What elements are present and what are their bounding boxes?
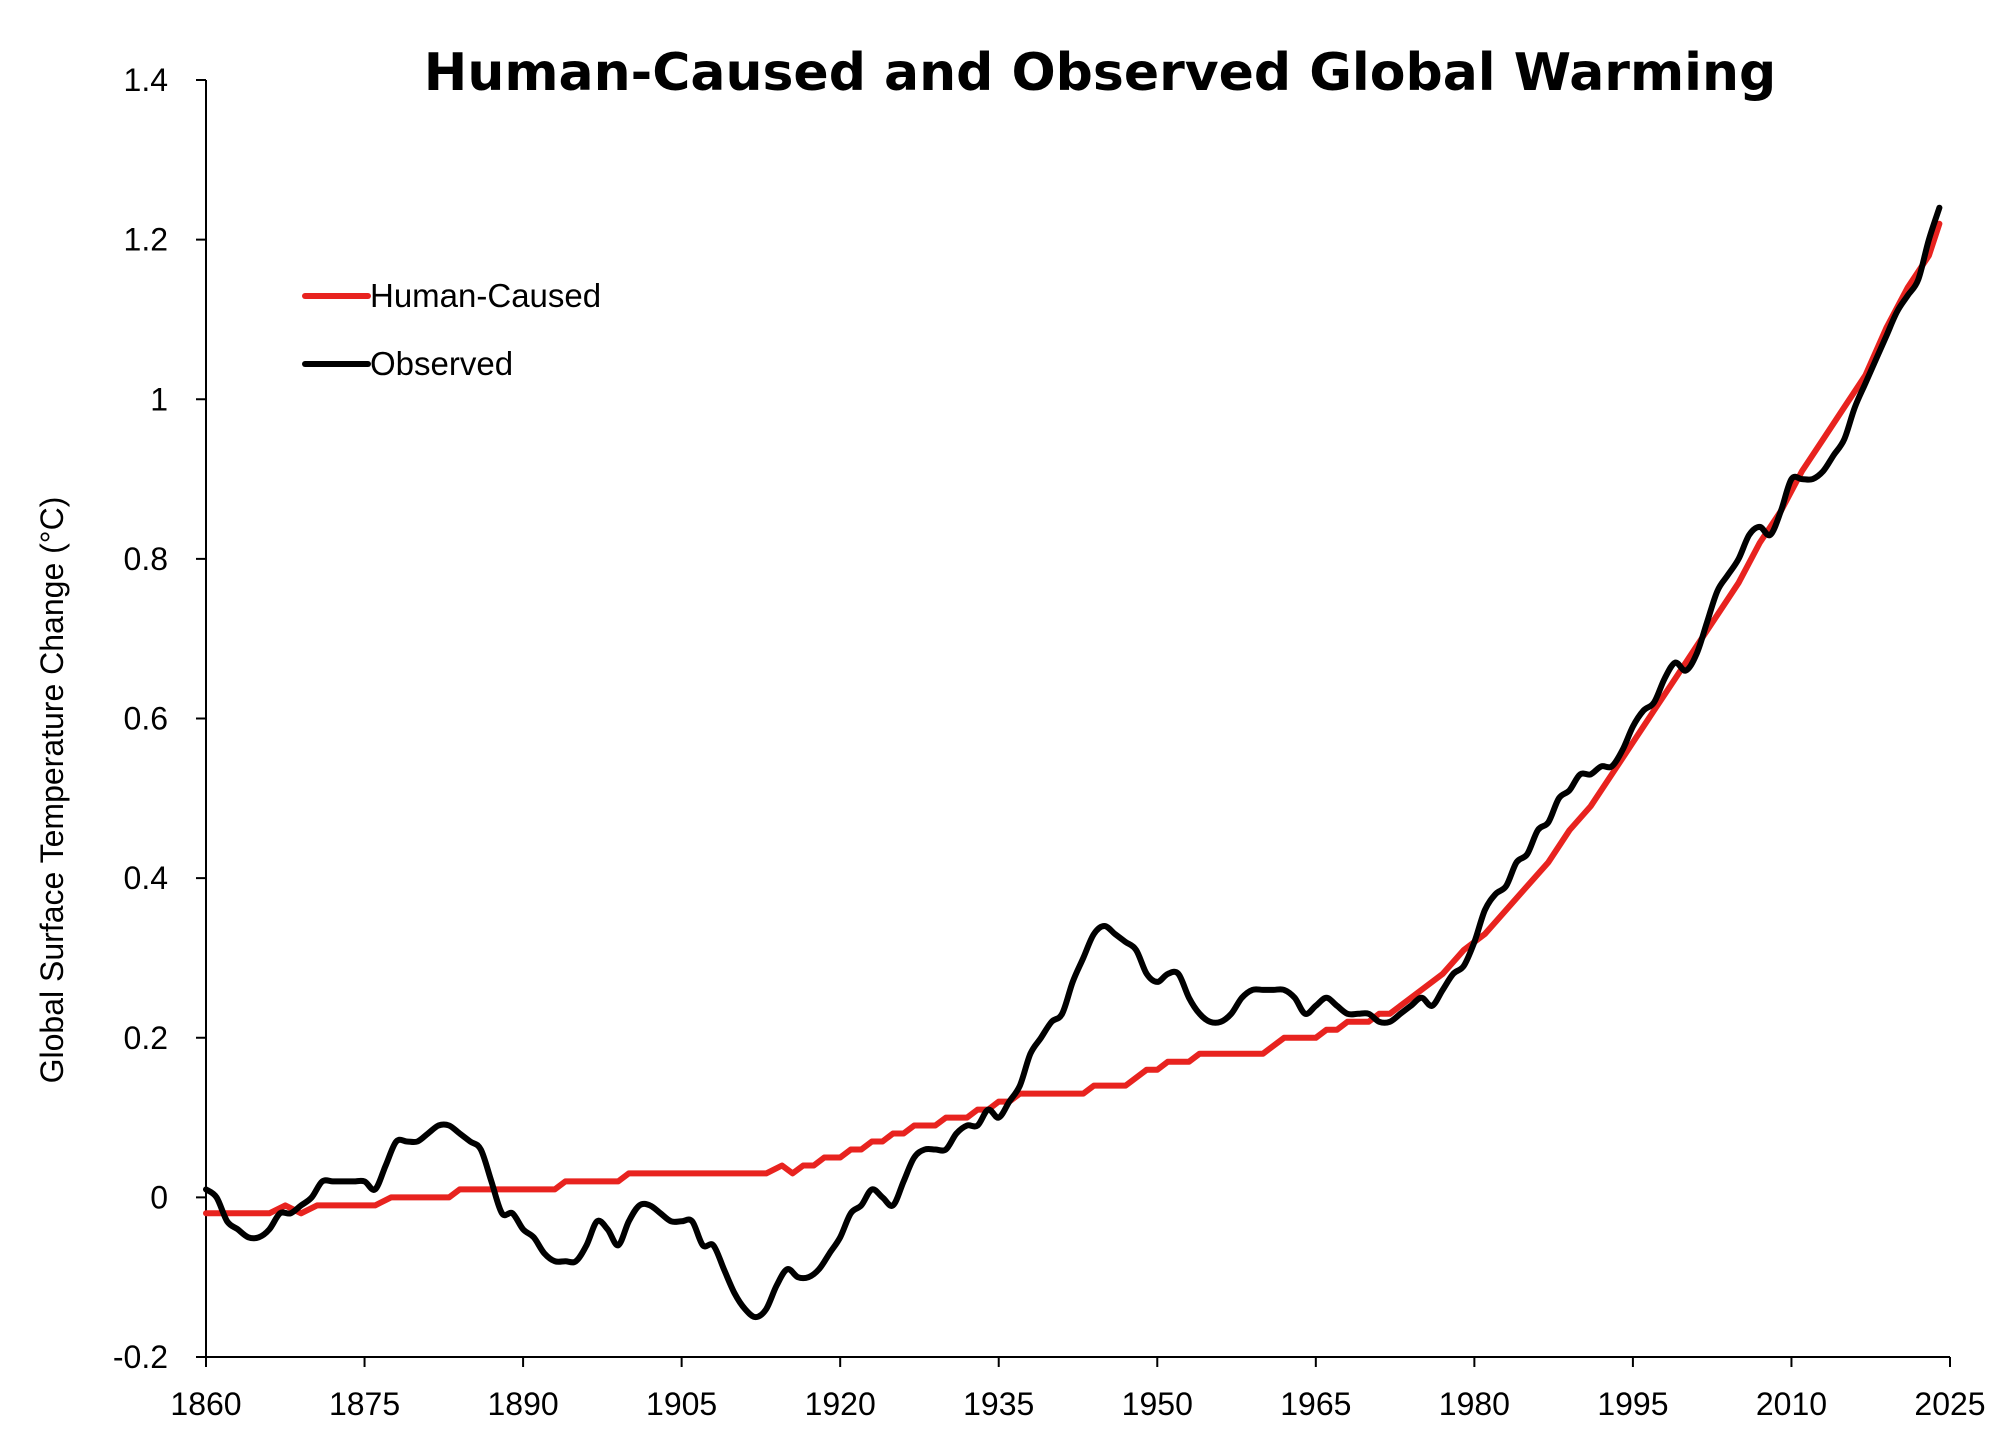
y-tick-label: -0.2 [113, 1339, 168, 1375]
x-tick-label: 2025 [1914, 1386, 1985, 1422]
y-tick-label: 1 [150, 381, 168, 417]
x-tick-label: 1935 [963, 1386, 1034, 1422]
legend: Human-Caused Observed [302, 277, 601, 382]
x-tick-label: 1905 [646, 1386, 717, 1422]
chart-title: Human-Caused and Observed Global Warming [424, 43, 1776, 103]
y-tick-label: 0.6 [124, 701, 168, 737]
y-tick-label: 0 [150, 1179, 168, 1215]
y-tick-label: 0.2 [124, 1020, 168, 1056]
x-tick-label: 1950 [1122, 1386, 1193, 1422]
series-layer [203, 204, 1943, 1321]
human-caused-series-line [203, 220, 1943, 1217]
y-tick-label: 1.4 [124, 62, 168, 98]
legend-label-human-caused: Human-Caused [370, 277, 601, 314]
observed-series-line [203, 204, 1943, 1321]
x-tick-label: 1995 [1597, 1386, 1668, 1422]
x-tick-label: 1980 [1439, 1386, 1510, 1422]
legend-label-observed: Observed [370, 345, 513, 382]
y-tick-label: 1.2 [124, 222, 168, 258]
x-tick-label: 1875 [329, 1386, 400, 1422]
x-tick-label: 1890 [487, 1386, 558, 1422]
x-tick-label: 1965 [1280, 1386, 1351, 1422]
x-tick-label: 1860 [170, 1386, 241, 1422]
x-tick-label: 2010 [1756, 1386, 1827, 1422]
axes: -0.2 0 0.2 0.4 0.6 0.8 1 1.2 1.4 1860 1875 1890 1905… [113, 62, 1986, 1422]
y-tick-label: 0.4 [124, 860, 168, 896]
y-axis-label: Global Surface Temperature Change (°C) [34, 497, 70, 1084]
y-tick-label: 0.8 [124, 541, 168, 577]
x-tick-label: 1920 [805, 1386, 876, 1422]
